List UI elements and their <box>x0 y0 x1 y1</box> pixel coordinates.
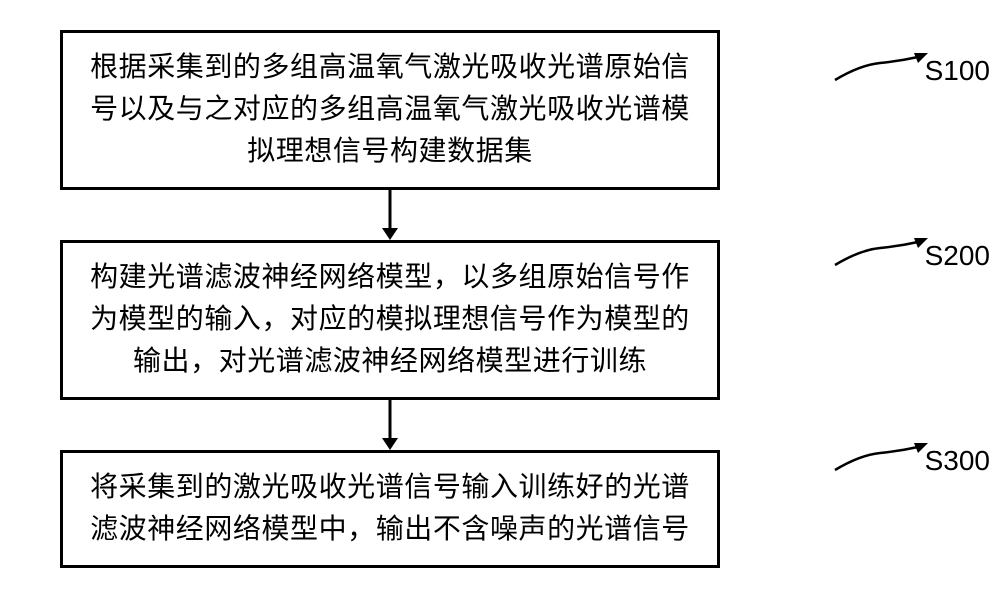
label-arrow-icon <box>830 230 930 275</box>
step-label-s200: S200 <box>925 240 990 272</box>
label-arrow-icon <box>830 45 930 90</box>
arrow-down-icon <box>375 400 405 450</box>
arrow-down-icon <box>375 190 405 240</box>
flowchart-box-s100: 根据采集到的多组高温氧气激光吸收光谱原始信 号以及与之对应的多组高温氧气激光吸收… <box>60 30 720 190</box>
box-text-line: 滤波神经网络模型中，输出不含噪声的光谱信号 <box>83 509 697 551</box>
step-label-s300: S300 <box>925 445 990 477</box>
vertical-arrow <box>60 190 720 240</box>
vertical-arrow <box>60 400 720 450</box>
flowchart-box-s300: 将采集到的激光吸收光谱信号输入训练好的光谱 滤波神经网络模型中，输出不含噪声的光… <box>60 450 720 568</box>
step-label-s100: S100 <box>925 55 990 87</box>
box-text-line: 为模型的输入，对应的模拟理想信号作为模型的 <box>83 299 697 341</box>
label-arrow-icon <box>830 435 930 480</box>
flowchart-container: 根据采集到的多组高温氧气激光吸收光谱原始信 号以及与之对应的多组高温氧气激光吸收… <box>60 30 940 568</box>
flowchart-box-s200: 构建光谱滤波神经网络模型，以多组原始信号作 为模型的输入，对应的模拟理想信号作为… <box>60 240 720 400</box>
box-text-line: 输出，对光谱滤波神经网络模型进行训练 <box>83 341 697 383</box>
box-text-line: 构建光谱滤波神经网络模型，以多组原始信号作 <box>83 257 697 299</box>
box-text-line: 根据采集到的多组高温氧气激光吸收光谱原始信 <box>83 47 697 89</box>
box-text-line: 号以及与之对应的多组高温氧气激光吸收光谱模 <box>83 89 697 131</box>
box-text-line: 将采集到的激光吸收光谱信号输入训练好的光谱 <box>83 467 697 509</box>
box-text-line: 拟理想信号构建数据集 <box>83 131 697 173</box>
